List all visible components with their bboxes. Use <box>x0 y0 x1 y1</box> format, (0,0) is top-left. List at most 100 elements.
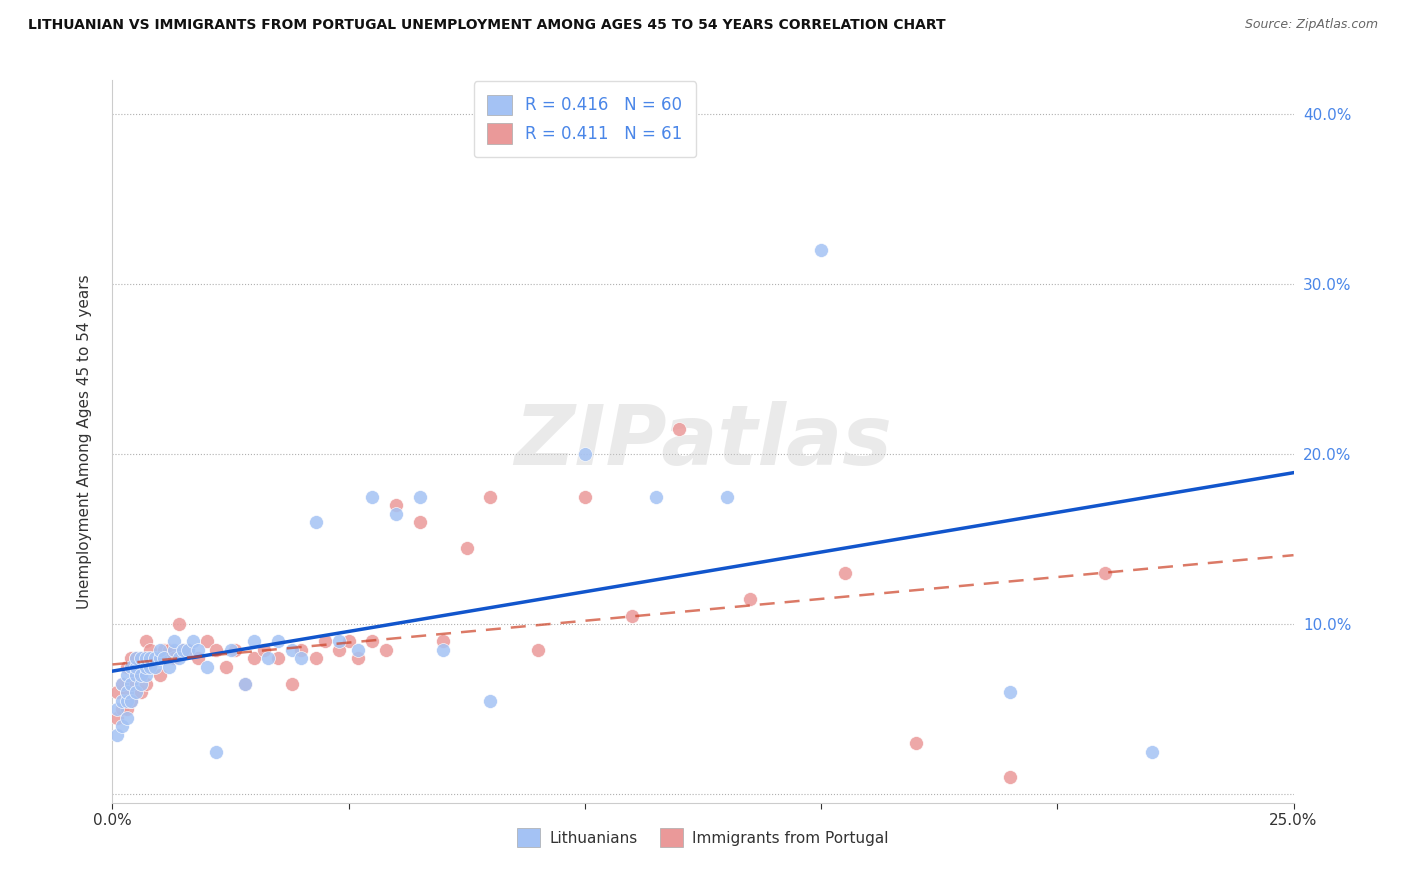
Point <box>219 642 242 657</box>
Point <box>157 642 180 657</box>
Point <box>120 677 142 691</box>
Point <box>135 677 157 691</box>
Point <box>408 490 430 504</box>
Point <box>172 642 194 657</box>
Point <box>120 677 142 691</box>
Point <box>456 541 478 555</box>
Point <box>129 651 152 665</box>
Point <box>163 634 186 648</box>
Point <box>574 447 596 461</box>
Point <box>129 677 152 691</box>
Point <box>125 668 148 682</box>
Point <box>105 685 128 699</box>
Point <box>998 685 1021 699</box>
Point <box>115 660 138 674</box>
Point <box>177 642 200 657</box>
Point <box>432 642 454 657</box>
Point <box>143 651 166 665</box>
Point <box>267 634 290 648</box>
Point <box>115 685 138 699</box>
Point <box>281 642 304 657</box>
Point <box>115 711 138 725</box>
Point <box>834 566 856 581</box>
Point <box>111 694 134 708</box>
Point <box>181 634 204 648</box>
Point <box>644 490 666 504</box>
Point <box>153 642 176 657</box>
Point <box>375 642 398 657</box>
Point <box>243 651 266 665</box>
Point <box>111 719 134 733</box>
Point <box>668 422 690 436</box>
Point <box>215 660 238 674</box>
Point <box>125 668 148 682</box>
Point <box>149 668 172 682</box>
Legend: Lithuanians, Immigrants from Portugal: Lithuanians, Immigrants from Portugal <box>510 822 896 853</box>
Point <box>432 634 454 648</box>
Point <box>115 668 138 682</box>
Point <box>267 651 290 665</box>
Point <box>115 694 138 708</box>
Point <box>361 634 384 648</box>
Point <box>120 694 142 708</box>
Point <box>253 642 276 657</box>
Point <box>716 490 738 504</box>
Point <box>281 677 304 691</box>
Point <box>998 770 1021 784</box>
Point <box>143 651 166 665</box>
Point <box>385 498 408 512</box>
Point <box>105 711 128 725</box>
Point <box>167 651 190 665</box>
Point <box>115 702 138 716</box>
Point <box>347 651 370 665</box>
Point <box>120 651 142 665</box>
Point <box>125 685 148 699</box>
Point <box>139 660 162 674</box>
Point <box>139 660 162 674</box>
Point <box>129 668 152 682</box>
Point <box>290 651 312 665</box>
Point <box>167 617 190 632</box>
Point <box>105 728 128 742</box>
Point <box>157 660 180 674</box>
Point <box>129 651 152 665</box>
Point <box>186 651 208 665</box>
Point <box>526 642 548 657</box>
Point <box>163 642 186 657</box>
Point <box>195 660 218 674</box>
Point <box>257 651 280 665</box>
Point <box>163 651 186 665</box>
Point <box>304 651 326 665</box>
Point <box>328 634 350 648</box>
Point <box>135 651 157 665</box>
Point <box>135 668 157 682</box>
Point <box>574 490 596 504</box>
Point <box>479 694 502 708</box>
Point <box>149 642 172 657</box>
Point <box>111 677 134 691</box>
Point <box>105 702 128 716</box>
Point <box>740 591 762 606</box>
Point <box>304 516 326 530</box>
Point <box>195 634 218 648</box>
Point <box>385 507 408 521</box>
Point <box>361 490 384 504</box>
Point <box>172 642 194 657</box>
Text: LITHUANIAN VS IMMIGRANTS FROM PORTUGAL UNEMPLOYMENT AMONG AGES 45 TO 54 YEARS CO: LITHUANIAN VS IMMIGRANTS FROM PORTUGAL U… <box>28 18 946 32</box>
Point <box>135 660 157 674</box>
Point <box>328 642 350 657</box>
Text: Source: ZipAtlas.com: Source: ZipAtlas.com <box>1244 18 1378 31</box>
Point <box>125 651 148 665</box>
Point <box>129 685 152 699</box>
Point <box>233 677 256 691</box>
Point <box>139 651 162 665</box>
Point <box>120 694 142 708</box>
Point <box>408 516 430 530</box>
Point <box>120 660 142 674</box>
Point <box>149 651 172 665</box>
Point <box>153 651 176 665</box>
Point <box>290 642 312 657</box>
Point <box>129 668 152 682</box>
Point <box>186 642 208 657</box>
Point <box>904 736 927 750</box>
